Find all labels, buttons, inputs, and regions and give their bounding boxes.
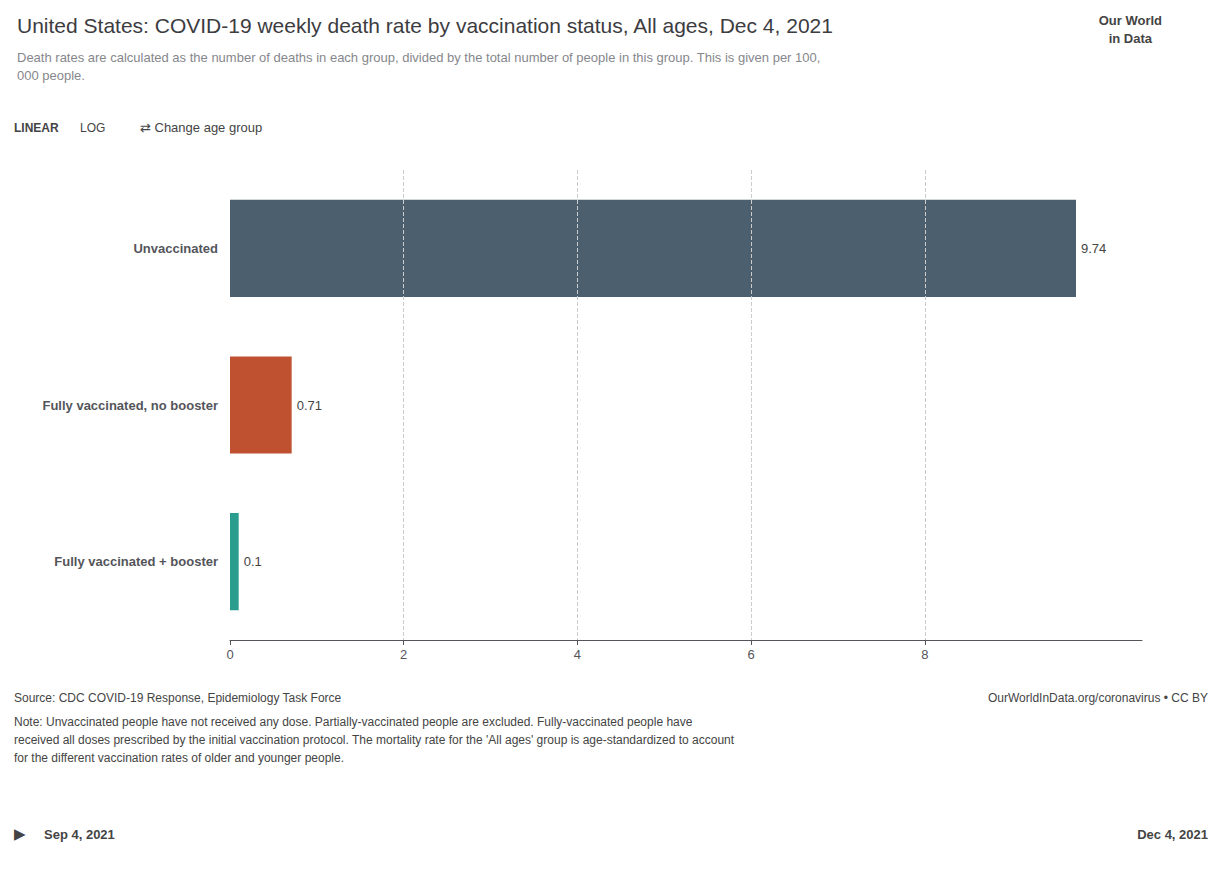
svg-text:8: 8 bbox=[921, 647, 928, 662]
svg-text:received all doses prescribed: received all doses prescribed by the ini… bbox=[14, 733, 735, 747]
svg-text:United States: COVID-19 weekly: United States: COVID-19 weekly death rat… bbox=[17, 14, 833, 37]
svg-text:⇄ Change age group: ⇄ Change age group bbox=[140, 120, 262, 135]
svg-text:Fully vaccinated, no booster: Fully vaccinated, no booster bbox=[42, 398, 218, 413]
svg-text:0.71: 0.71 bbox=[297, 398, 322, 413]
svg-text:Unvaccinated: Unvaccinated bbox=[133, 241, 218, 256]
svg-text:LINEAR: LINEAR bbox=[14, 121, 59, 135]
svg-text:4: 4 bbox=[574, 647, 581, 662]
svg-text:6: 6 bbox=[748, 647, 755, 662]
svg-text:▶: ▶ bbox=[14, 825, 26, 842]
svg-text:Death rates are calculated as: Death rates are calculated as the number… bbox=[17, 50, 820, 65]
svg-text:for the different vaccination: for the different vaccination rates of o… bbox=[14, 751, 344, 765]
svg-text:Note: Unvaccinated people have: Note: Unvaccinated people have not recei… bbox=[14, 715, 693, 729]
svg-text:Source: CDC COVID-19 Response,: Source: CDC COVID-19 Response, Epidemiol… bbox=[14, 691, 342, 705]
svg-text:LOG: LOG bbox=[80, 121, 105, 135]
svg-text:0.1: 0.1 bbox=[244, 554, 262, 569]
svg-text:OurWorldInData.org/coronavirus: OurWorldInData.org/coronavirus • CC BY bbox=[988, 691, 1208, 705]
svg-text:000 people.: 000 people. bbox=[17, 68, 85, 83]
svg-text:2: 2 bbox=[400, 647, 407, 662]
svg-text:Dec 4, 2021: Dec 4, 2021 bbox=[1137, 827, 1208, 842]
svg-text:Sep 4, 2021: Sep 4, 2021 bbox=[44, 827, 115, 842]
svg-text:9.74: 9.74 bbox=[1081, 241, 1106, 256]
svg-text:Fully vaccinated + booster: Fully vaccinated + booster bbox=[54, 554, 218, 569]
svg-text:Our World: Our World bbox=[1099, 13, 1162, 28]
svg-text:0: 0 bbox=[226, 647, 233, 662]
svg-text:in Data: in Data bbox=[1109, 31, 1153, 46]
